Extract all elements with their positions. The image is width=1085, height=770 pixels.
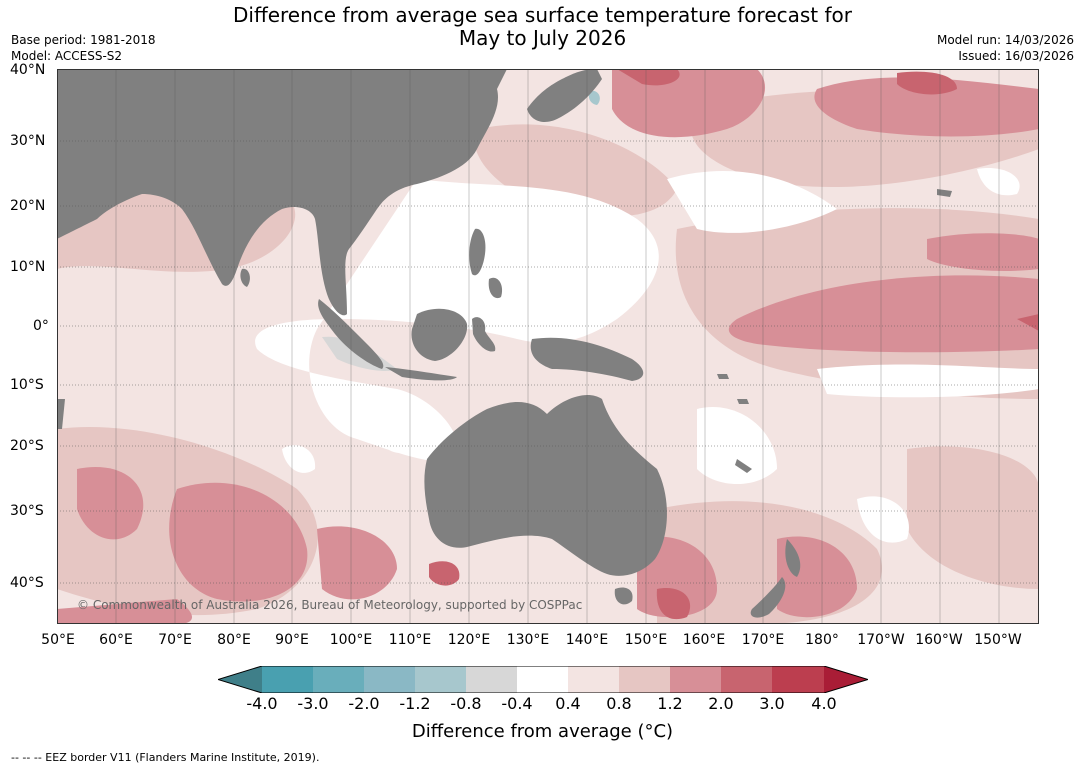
colorbar-swatch [415,666,466,693]
model-name: Model: ACCESS-S2 [11,49,123,63]
issued-date: Issued: 16/03/2026 [958,49,1074,63]
colorbar-swatch [568,666,619,693]
colorbar-swatch [619,666,670,693]
colorbar [218,666,868,693]
lat-label-10n: 10°N [10,259,46,275]
lat-label-20s: 20°S [10,438,44,454]
colorbar-tick: -1.2 [399,694,431,713]
lon-label-180: 180° [805,632,839,648]
colorbar-swatch [721,666,772,693]
colorbar-swatch [466,666,517,693]
anomaly-zone-medium [57,69,1039,624]
lon-label-140e: 140°E [565,632,609,648]
colorbar-tick: 0.8 [606,694,632,713]
colorbar-tick: 1.2 [657,694,683,713]
lon-label-170w: 170°W [857,632,905,648]
lat-label-30n: 30°N [10,133,46,149]
colorbar-tick: -0.8 [450,694,482,713]
lon-label-100e: 100°E [329,632,373,648]
colorbar-swatch [670,666,721,693]
lon-label-50e: 50°E [41,632,75,648]
base-period: Base period: 1981-2018 [11,33,156,47]
title-line-2: May to July 2026 [458,26,627,50]
colorbar-tick: 3.0 [759,694,785,713]
map-canvas [57,69,1039,624]
meta-right: Model run: 14/03/2026 Issued: 16/03/2026 [937,32,1074,64]
lat-label-30s: 30°S [10,503,44,519]
lon-label-160w: 160°W [915,632,963,648]
lon-label-120e: 120°E [447,632,491,648]
lat-label-40s: 40°S [10,575,44,591]
lat-label-40n: 40°N [10,62,46,78]
meta-left: Base period: 1981-2018 Model: ACCESS-S2 [11,32,156,64]
lon-label-160e: 160°E [682,632,726,648]
colorbar-tick: -0.4 [501,694,533,713]
meridians [115,69,1000,624]
lon-label-170e: 170°E [741,632,785,648]
lon-label-130e: 130°E [506,632,550,648]
lon-label-150e: 150°E [624,632,668,648]
eez-footnote: -- -- -- EEZ border V11 (Flanders Marine… [11,751,320,764]
lat-label-10s: 10°S [10,377,44,393]
lon-label-60e: 60°E [99,632,133,648]
colorbar-tick: 0.4 [555,694,581,713]
colorbar-tick: -4.0 [246,694,278,713]
colorbar-swatch [313,666,364,693]
colorbar-swatch-below [218,666,262,693]
lon-label-80e: 80°E [217,632,251,648]
colorbar-swatch [262,666,313,693]
anomaly-zone-strong [429,69,1039,620]
land [57,69,952,618]
colorbar-tick: 4.0 [811,694,837,713]
lat-label-0: 0° [33,318,49,334]
colorbar-swatch-above [824,666,868,693]
colorbar-tick: -3.0 [297,694,329,713]
sst-anomaly-map: © Commonwealth of Australia 2026, Bureau… [57,69,1039,624]
lon-label-90e: 90°E [275,632,309,648]
title-line-1: Difference from average sea surface temp… [232,3,852,27]
colorbar-label: Difference from average (°C) [411,721,674,742]
colorbar-swatch [364,666,415,693]
colorbar-tick: 2.0 [708,694,734,713]
colorbar-tick: -2.0 [348,694,380,713]
colorbar-swatch [517,666,568,693]
lat-label-20n: 20°N [10,198,46,214]
lon-label-150w: 150°W [974,632,1022,648]
lon-label-70e: 70°E [158,632,192,648]
colorbar-swatch [772,666,824,693]
model-run: Model run: 14/03/2026 [936,33,1074,47]
lon-label-110e: 110°E [388,632,432,648]
copyright-credit: © Commonwealth of Australia 2026, Bureau… [77,598,583,612]
chart-title: Difference from average sea surface temp… [0,4,1085,50]
